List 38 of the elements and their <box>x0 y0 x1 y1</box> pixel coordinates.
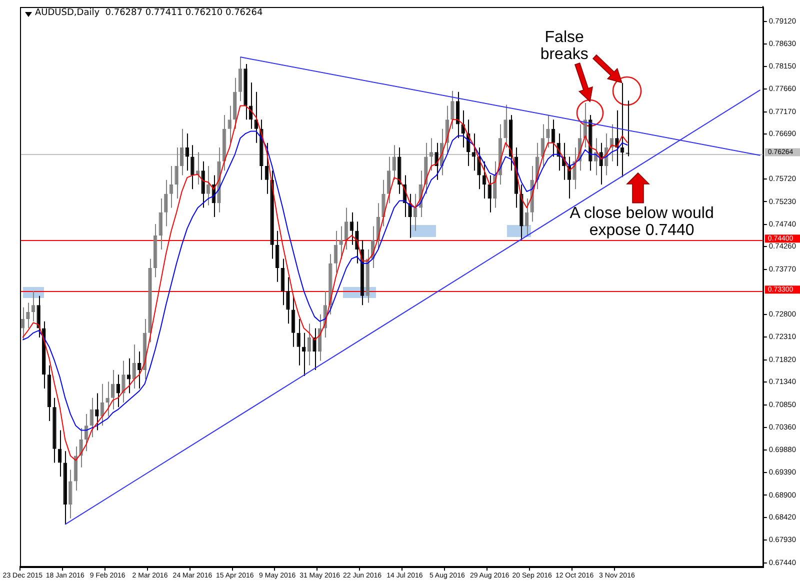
candlestick <box>95 392 99 431</box>
candlestick <box>122 360 126 403</box>
candlestick <box>615 110 619 166</box>
candlestick <box>126 358 131 394</box>
chart-title: AUDUSD,Daily 0.76287 0.77411 0.76210 0.76264 <box>35 8 263 18</box>
candlestick <box>26 302 30 329</box>
annotation: A close below would expose 0.7440 <box>568 205 715 240</box>
candlestick <box>106 381 110 417</box>
candlestick <box>434 142 438 180</box>
candlestick <box>461 110 465 148</box>
candlestick <box>392 144 396 180</box>
candlestick <box>174 146 178 199</box>
candlestick <box>450 90 454 130</box>
candlestick <box>286 276 290 324</box>
candlestick <box>132 344 136 390</box>
candlestick <box>546 114 550 148</box>
candlestick <box>312 328 316 371</box>
candlestick <box>68 469 72 519</box>
candlestick <box>493 160 497 208</box>
candlestick <box>382 179 386 227</box>
candlestick <box>477 146 481 190</box>
candlestick <box>228 105 232 144</box>
candlestick <box>206 166 210 206</box>
candlestick <box>201 160 205 208</box>
candlestick <box>408 193 412 238</box>
candlestick <box>169 166 174 208</box>
candlestick <box>138 350 142 390</box>
candlestick <box>504 104 508 148</box>
candlestick <box>36 295 40 338</box>
candlestick <box>339 226 343 260</box>
candlestick <box>296 318 300 366</box>
candlestick <box>190 144 194 190</box>
candlestick <box>164 179 168 227</box>
annotation: False breaks <box>539 29 590 64</box>
candlestick <box>350 212 354 246</box>
candlestick <box>20 306 25 340</box>
candlestick <box>413 193 418 232</box>
candlestick <box>79 427 83 468</box>
